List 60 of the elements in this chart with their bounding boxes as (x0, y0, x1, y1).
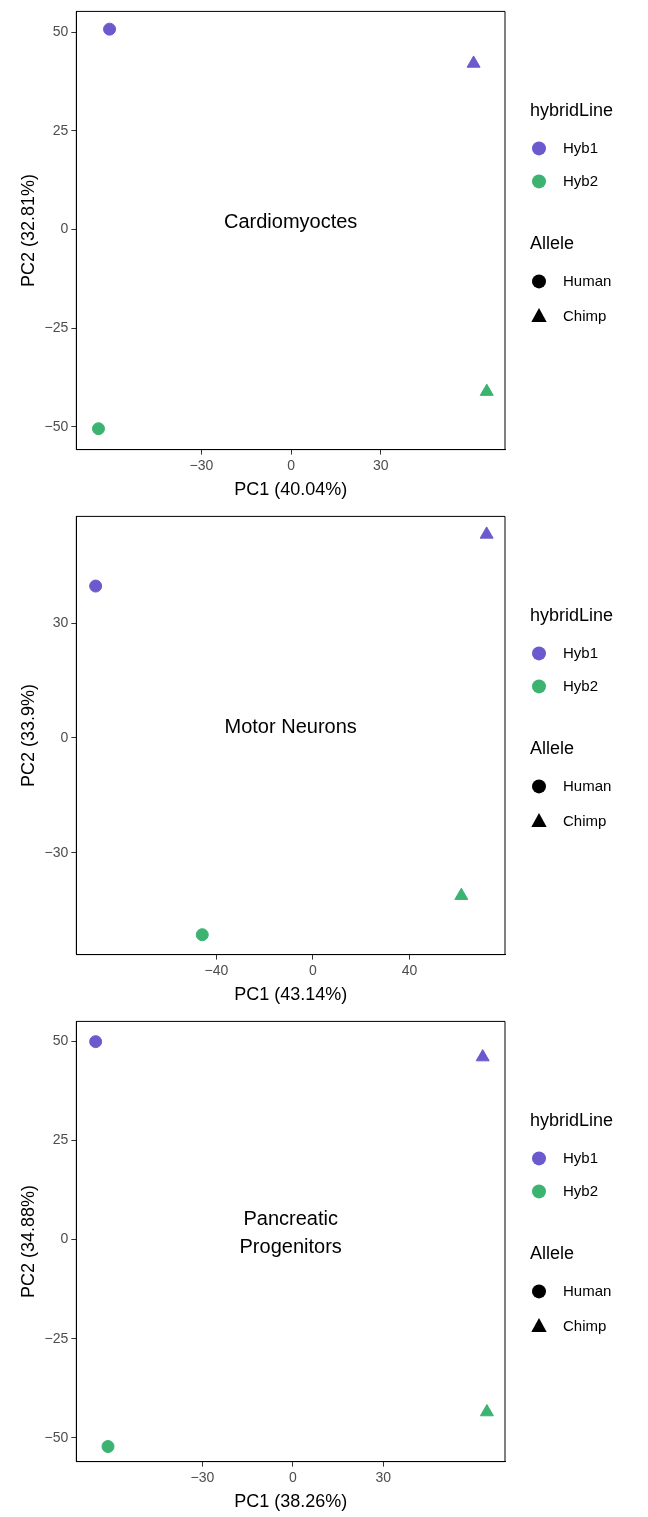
legend-label: Hyb1 (563, 138, 599, 156)
x-tick-label: −30 (190, 1468, 215, 1485)
x-axis-title: PC1 (40.04%) (234, 479, 348, 500)
point (89, 579, 103, 593)
x-tick-label: −30 (189, 456, 214, 473)
text: Allele (530, 1243, 575, 1264)
y-tick-label: 30 (52, 614, 69, 631)
y-tick-label: 0 (60, 220, 69, 237)
y-tick-label: −30 (44, 843, 69, 860)
y-tick-label: 25 (52, 1131, 69, 1148)
y-tick-label: 0 (60, 728, 69, 745)
legend-label: Human (563, 1281, 612, 1299)
legend-label: Human (563, 271, 612, 289)
point (479, 383, 494, 396)
point (479, 526, 494, 539)
y-tick-label: 50 (52, 1032, 69, 1049)
legend-title: hybridLine (530, 605, 614, 626)
y-tick-label: 25 (52, 121, 69, 138)
x-axis-title: PC1 (38.26%) (234, 1491, 348, 1512)
point (479, 1404, 494, 1417)
legend-label: Hyb2 (563, 676, 599, 694)
y-axis-title: PC2 (33.9%) (17, 683, 38, 788)
legend-label: Chimp (563, 811, 607, 829)
x-tick-label: 40 (401, 961, 418, 978)
point (103, 22, 117, 36)
y-tick-label: 0 (60, 1230, 69, 1247)
y-tick-label: −25 (44, 318, 69, 335)
text: Allele (530, 738, 575, 759)
x-axis-title: PC1 (43.14%) (234, 984, 348, 1005)
y-tick-label: −25 (44, 1329, 69, 1346)
legend-label: Hyb1 (563, 643, 599, 661)
legend-label: Hyb2 (563, 171, 599, 189)
point (195, 928, 209, 942)
text: Motor Neurons (224, 715, 357, 738)
x-tick-label: 0 (309, 961, 318, 978)
legend-title: hybridLine (530, 1110, 614, 1131)
y-tick-label: 50 (52, 23, 69, 40)
point (466, 55, 481, 68)
x-tick-label: 0 (287, 456, 296, 473)
text: Allele (530, 233, 575, 254)
legend-label: Human (563, 776, 612, 794)
y-axis-title: PC2 (34.88%) (17, 1184, 38, 1299)
text: Cardiomyoctes (223, 210, 358, 233)
x-tick-label: −40 (204, 961, 229, 978)
x-tick-label: 30 (373, 456, 389, 473)
point (101, 1440, 115, 1454)
point (91, 422, 105, 436)
y-tick-label: −50 (44, 417, 69, 434)
legend-label: Chimp (563, 306, 607, 324)
legend-label: Hyb2 (563, 1181, 599, 1199)
point (89, 1035, 103, 1049)
y-tick-label: −50 (44, 1428, 69, 1445)
x-tick-label: 0 (288, 1468, 297, 1485)
legend-title: hybridLine (530, 100, 614, 121)
legend-label: Hyb1 (563, 1148, 599, 1166)
x-tick-label: 30 (375, 1468, 392, 1485)
point (475, 1049, 490, 1062)
y-axis-title: PC2 (32.81%) (17, 173, 38, 288)
text: Pancreatic Progenitors (239, 1207, 342, 1258)
legend-label: Chimp (563, 1316, 607, 1334)
